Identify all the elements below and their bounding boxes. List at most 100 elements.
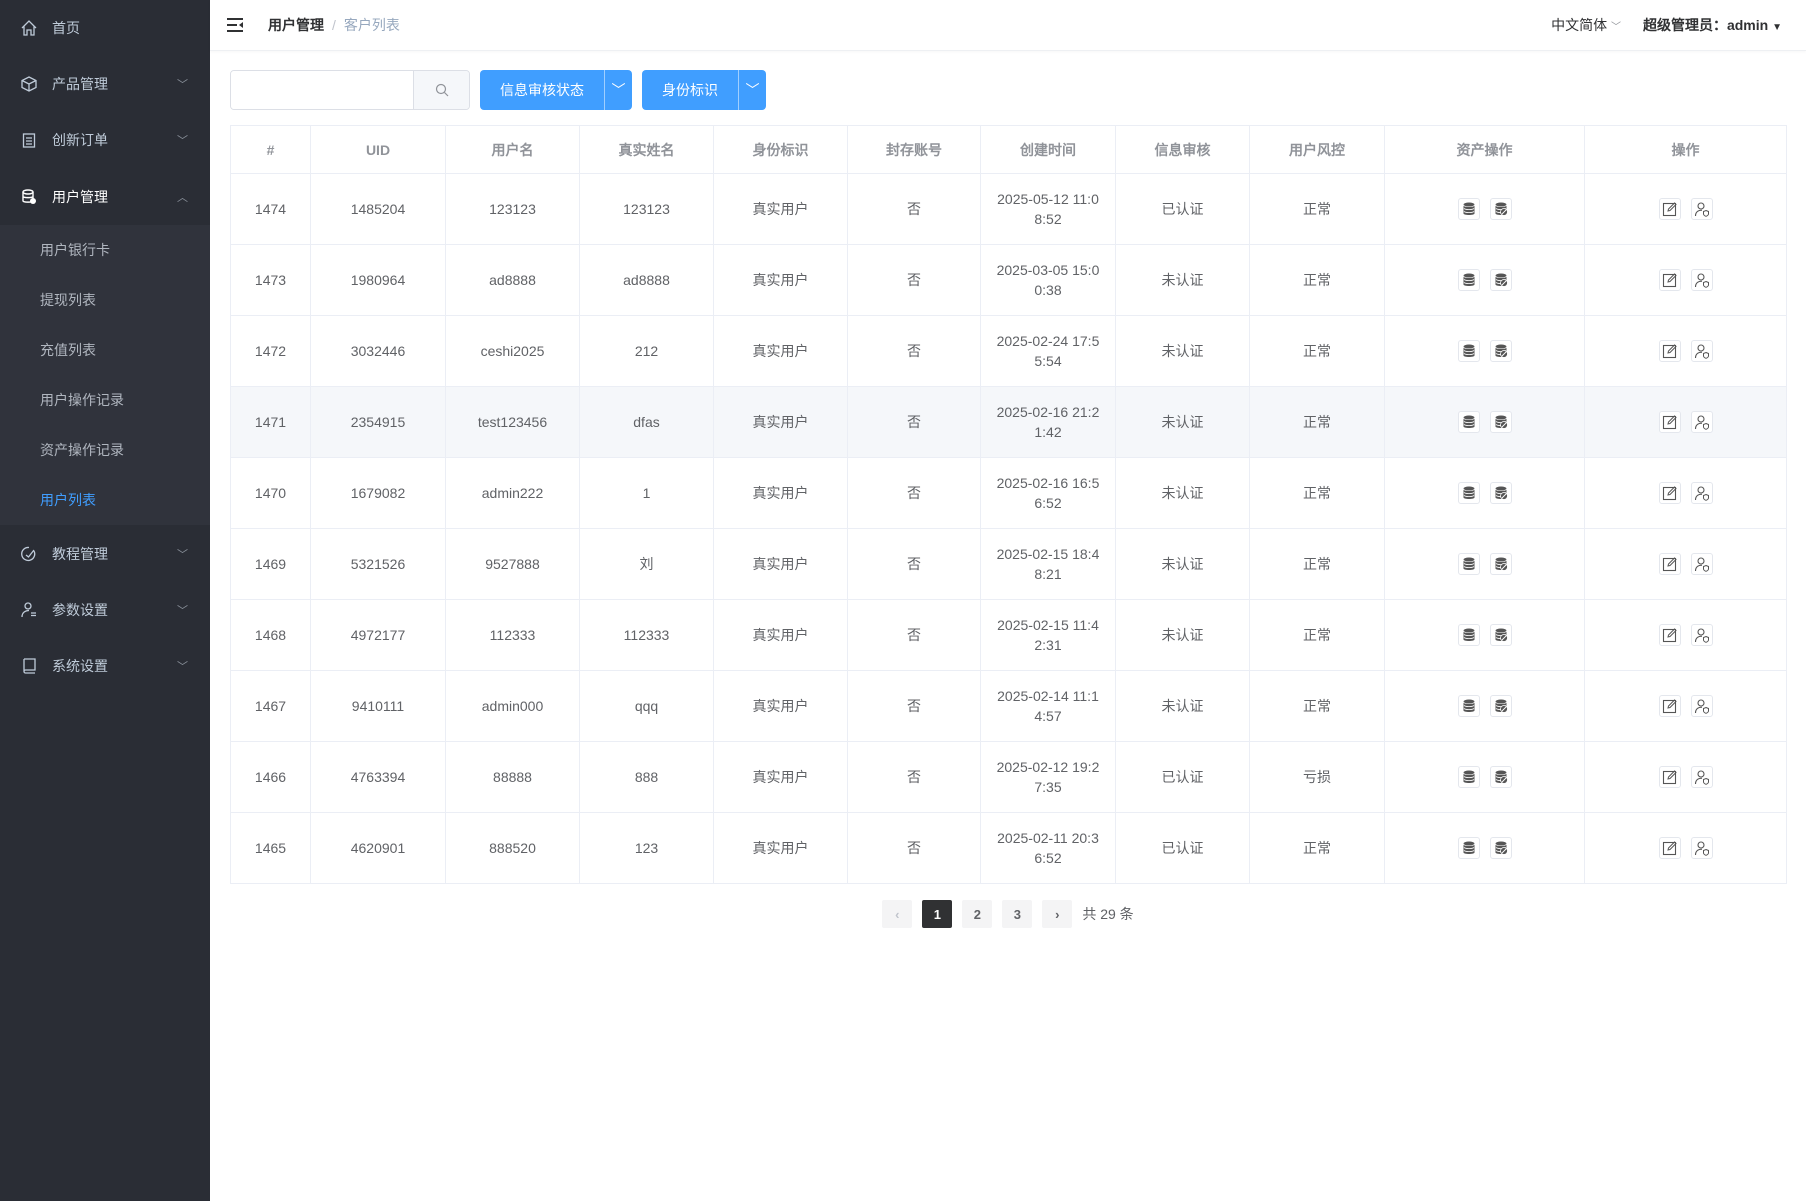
column-header: 封存账号	[847, 125, 981, 174]
table-row[interactable]: 1474 1485204 123123 123123 真实用户否 2025-05-12 1…	[230, 173, 1787, 245]
header-right: 中文简体 ﹀ 超级管理员：admin ▼	[1551, 15, 1782, 35]
edit-icon[interactable]	[1658, 340, 1681, 363]
table-cell: 1471	[230, 386, 311, 458]
breadcrumb-item[interactable]: 用户管理	[268, 17, 324, 33]
search-button[interactable]	[413, 71, 469, 109]
identity-dropdown[interactable]: 身份标识 ﹀	[642, 70, 766, 110]
asset-actions-cell	[1384, 528, 1585, 600]
edit-icon[interactable]	[1658, 482, 1681, 505]
user-shield-icon[interactable]	[1690, 553, 1713, 576]
sidebar-item[interactable]: 用户管理 ︿	[0, 169, 210, 225]
coins-ban-icon[interactable]	[1489, 340, 1512, 363]
user-menu[interactable]: 超级管理员：admin ▼	[1643, 15, 1782, 35]
coins-ban-icon[interactable]	[1489, 411, 1512, 434]
coins-dollar-icon[interactable]	[1457, 340, 1480, 363]
table-cell: 正常	[1249, 670, 1385, 742]
submenu-item[interactable]: 充值列表	[40, 342, 96, 358]
coins-ban-icon[interactable]	[1489, 624, 1512, 647]
table-cell: 1466	[230, 741, 311, 813]
table-row[interactable]: 1465 4620901 888520 123 真实用户否 2025-02-11 20:3…	[230, 812, 1787, 884]
sidebar-item[interactable]: 产品管理 ﹀	[0, 56, 210, 112]
coins-dollar-icon[interactable]	[1457, 695, 1480, 718]
edit-icon[interactable]	[1658, 198, 1681, 221]
table-row[interactable]: 1470 1679082 admin222 1 真实用户否 2025-02-16 16:5…	[230, 457, 1787, 529]
submenu-item[interactable]: 提现列表	[40, 292, 96, 308]
coins-dollar-icon[interactable]	[1457, 837, 1480, 860]
sidebar-item[interactable]: 首页	[0, 0, 210, 56]
edit-icon[interactable]	[1658, 411, 1681, 434]
submenu-item[interactable]: 用户操作记录	[40, 392, 124, 408]
coins-dollar-icon[interactable]	[1457, 553, 1480, 576]
hamburger-icon[interactable]	[227, 17, 245, 33]
coins-dollar-icon[interactable]	[1457, 198, 1480, 221]
user-shield-icon[interactable]	[1690, 198, 1713, 221]
edit-icon[interactable]	[1658, 624, 1681, 647]
coins-dollar-icon[interactable]	[1457, 766, 1480, 789]
table-cell: 亏损	[1249, 741, 1385, 813]
submenu-item[interactable]: 用户列表	[40, 492, 96, 508]
coins-dollar-icon[interactable]	[1457, 269, 1480, 292]
coins-dollar-icon[interactable]	[1457, 411, 1480, 434]
table-row[interactable]: 1472 3032446 ceshi2025 212 真实用户否 2025-02-24 1…	[230, 315, 1787, 387]
table-row[interactable]: 1473 1980964 ad8888 ad8888 真实用户否 2025-03-05 1…	[230, 244, 1787, 316]
table-cell: 2354915	[310, 386, 446, 458]
table-cell: 123	[579, 812, 714, 884]
table-cell: 5321526	[310, 528, 446, 600]
coins-ban-icon[interactable]	[1489, 269, 1512, 292]
page-button[interactable]: 2	[962, 900, 993, 928]
coins-ban-icon[interactable]	[1489, 482, 1512, 505]
table-cell: 123123	[579, 173, 714, 245]
coins-ban-icon[interactable]	[1489, 695, 1512, 718]
edit-icon[interactable]	[1658, 766, 1681, 789]
table-cell: 未认证	[1115, 670, 1250, 742]
table-row[interactable]: 1469 5321526 9527888 刘真实用户否 2025-02-15 18:48…	[230, 528, 1787, 600]
coins-dollar-icon[interactable]	[1457, 482, 1480, 505]
edit-icon[interactable]	[1658, 837, 1681, 860]
table-row[interactable]: 1471 2354915 test123456 dfas 真实用户否 2025-02-16…	[230, 386, 1787, 458]
coins-ban-icon[interactable]	[1489, 766, 1512, 789]
table-cell: 否	[847, 457, 981, 529]
search-input[interactable]	[231, 71, 413, 109]
user-shield-icon[interactable]	[1690, 340, 1713, 363]
user-shield-icon[interactable]	[1690, 482, 1713, 505]
table-cell: 已认证	[1115, 173, 1250, 245]
sidebar-item[interactable]: 系统设置 ﹀	[0, 638, 210, 694]
edit-icon[interactable]	[1658, 269, 1681, 292]
table-cell: 2025-02-16 21:21:42	[980, 386, 1116, 458]
audit-status-dropdown[interactable]: 信息审核状态 ﹀	[480, 70, 632, 110]
table-row[interactable]: 1466 4763394 88888 888 真实用户否 2025-02-12 19:27…	[230, 741, 1787, 813]
coins-ban-icon[interactable]	[1489, 553, 1512, 576]
user-shield-icon[interactable]	[1690, 766, 1713, 789]
chevron-down-icon[interactable]: ﹀	[738, 70, 766, 110]
user-shield-icon[interactable]	[1690, 695, 1713, 718]
edit-icon[interactable]	[1658, 553, 1681, 576]
table-cell: 否	[847, 528, 981, 600]
table-cell: 已认证	[1115, 741, 1250, 813]
table-cell: admin000	[445, 670, 580, 742]
table-row[interactable]: 1467 9410111 admin000 qqq 真实用户否 2025-02-14 11…	[230, 670, 1787, 742]
user-shield-icon[interactable]	[1690, 624, 1713, 647]
coins-ban-icon[interactable]	[1489, 837, 1512, 860]
user-shield-icon[interactable]	[1690, 269, 1713, 292]
sidebar-item[interactable]: 教程管理 ﹀	[0, 526, 210, 582]
next-page-button[interactable]: ›	[1042, 900, 1073, 928]
chevron-down-icon[interactable]: ﹀	[604, 70, 632, 110]
submenu-item[interactable]: 资产操作记录	[40, 442, 124, 458]
asset-actions-cell	[1384, 315, 1585, 387]
user-shield-icon[interactable]	[1690, 837, 1713, 860]
edit-icon[interactable]	[1658, 695, 1681, 718]
table-cell: 1679082	[310, 457, 446, 529]
sidebar-item[interactable]: 参数设置 ﹀	[0, 582, 210, 638]
language-select[interactable]: 中文简体 ﹀	[1551, 15, 1621, 35]
page-button[interactable]: 3	[1002, 900, 1033, 928]
coins-ban-icon[interactable]	[1489, 198, 1512, 221]
search-box	[230, 70, 470, 110]
submenu-item[interactable]: 用户银行卡	[40, 242, 110, 258]
page-button[interactable]: 1	[922, 900, 953, 928]
user-shield-icon[interactable]	[1690, 411, 1713, 434]
prev-page-button[interactable]: ‹	[882, 900, 913, 928]
table-row[interactable]: 1468 4972177 112333 112333 真实用户否 2025-02-15 1…	[230, 599, 1787, 671]
coins-dollar-icon[interactable]	[1457, 624, 1480, 647]
breadcrumb-current: 客户列表	[343, 17, 400, 33]
sidebar-item[interactable]: 创新订单 ﹀	[0, 112, 210, 168]
